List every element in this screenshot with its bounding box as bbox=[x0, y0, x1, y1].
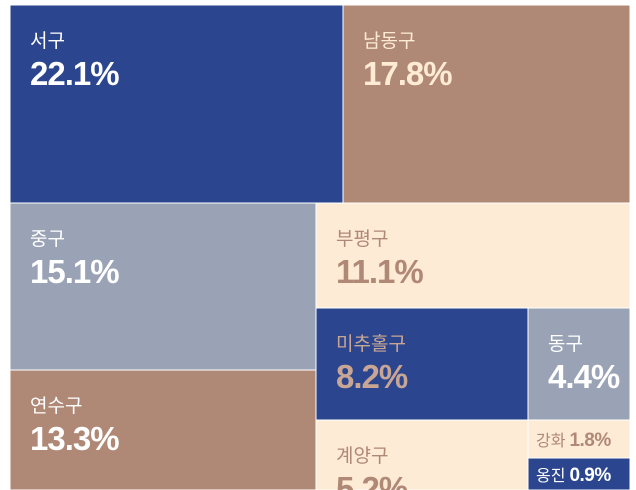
tile-value: 5.2% bbox=[336, 470, 408, 490]
tile bbox=[9, 202, 317, 371]
tile-value: 8.2% bbox=[336, 358, 408, 395]
tile bbox=[9, 369, 317, 490]
tile-label: 강화 1.8% bbox=[536, 430, 611, 451]
tile bbox=[342, 4, 631, 204]
tile-name: 중구 bbox=[30, 229, 65, 250]
tile bbox=[315, 202, 631, 309]
tile-name: 연수구 bbox=[30, 395, 82, 417]
tile-name: 계양구 bbox=[336, 445, 388, 467]
tile-value: 4.4% bbox=[548, 358, 620, 395]
tile-value: 22.1% bbox=[30, 55, 119, 92]
tile-label: 옹진 0.9% bbox=[536, 465, 611, 486]
tile bbox=[9, 4, 344, 204]
tile-name: 동구 bbox=[548, 334, 583, 355]
tile-name: 강화 bbox=[536, 432, 566, 450]
tile-value: 1.8% bbox=[569, 430, 611, 451]
tile-value: 11.1% bbox=[336, 253, 423, 290]
tile-name: 옹진 bbox=[536, 467, 565, 485]
tile-name: 부평구 bbox=[336, 228, 388, 250]
tile bbox=[527, 457, 631, 490]
tile bbox=[527, 307, 631, 421]
tile bbox=[315, 307, 529, 421]
tile-name: 남동구 bbox=[363, 30, 415, 52]
tile-value: 15.1% bbox=[30, 253, 119, 290]
tile-value: 13.3% bbox=[30, 420, 119, 457]
tile-name: 서구 bbox=[30, 30, 65, 52]
tile-name: 미추홀구 bbox=[336, 333, 406, 355]
tile bbox=[527, 419, 631, 459]
tile-value: 17.8% bbox=[363, 55, 452, 92]
tile-value: 0.9% bbox=[569, 465, 611, 486]
